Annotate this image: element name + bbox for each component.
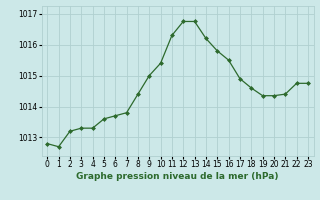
X-axis label: Graphe pression niveau de la mer (hPa): Graphe pression niveau de la mer (hPa) xyxy=(76,172,279,181)
